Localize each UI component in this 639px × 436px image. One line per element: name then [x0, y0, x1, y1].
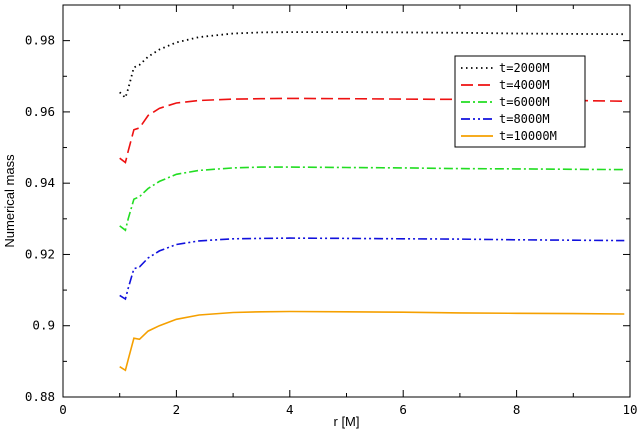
y-tick-label: 0.98 [25, 33, 55, 48]
series-line-t=8000M [119, 237, 625, 301]
x-tick-label: 6 [399, 402, 407, 417]
legend: t=2000M t=4000M t=6000M t=8000M t=10000M [454, 55, 586, 148]
y-tick-label: 0.96 [25, 104, 55, 119]
legend-label: t=6000M [499, 95, 550, 109]
legend-box [454, 55, 586, 148]
series-line-t=6000M [119, 166, 625, 232]
axis-tick-labels: 0 2 4 6 8 10 0.88 0.9 0.92 0.94 0.96 0.98 [25, 33, 638, 417]
axis-ticks [62, 5, 631, 398]
y-axis-label: Numerical mass [2, 154, 17, 248]
x-tick-label: 10 [622, 402, 637, 417]
y-tick-label: 0.94 [25, 175, 55, 190]
x-axis-label: r [M] [334, 414, 360, 429]
series-line-t=4000M [119, 97, 625, 164]
legend-label: t=4000M [499, 78, 550, 92]
legend-label: t=2000M [499, 61, 550, 75]
series-lines [119, 31, 625, 372]
y-tick-label: 0.92 [25, 246, 55, 261]
series-line-t=2000M [119, 31, 625, 100]
x-tick-label: 4 [286, 402, 294, 417]
y-tick-label: 0.9 [32, 318, 55, 333]
legend-label: t=10000M [499, 129, 557, 143]
legend-label: t=8000M [499, 112, 550, 126]
x-tick-label: 8 [513, 402, 521, 417]
x-tick-label: 0 [59, 402, 67, 417]
series-line-t=10000M [119, 310, 625, 372]
x-tick-label: 2 [173, 402, 181, 417]
y-tick-label: 0.88 [25, 389, 55, 404]
